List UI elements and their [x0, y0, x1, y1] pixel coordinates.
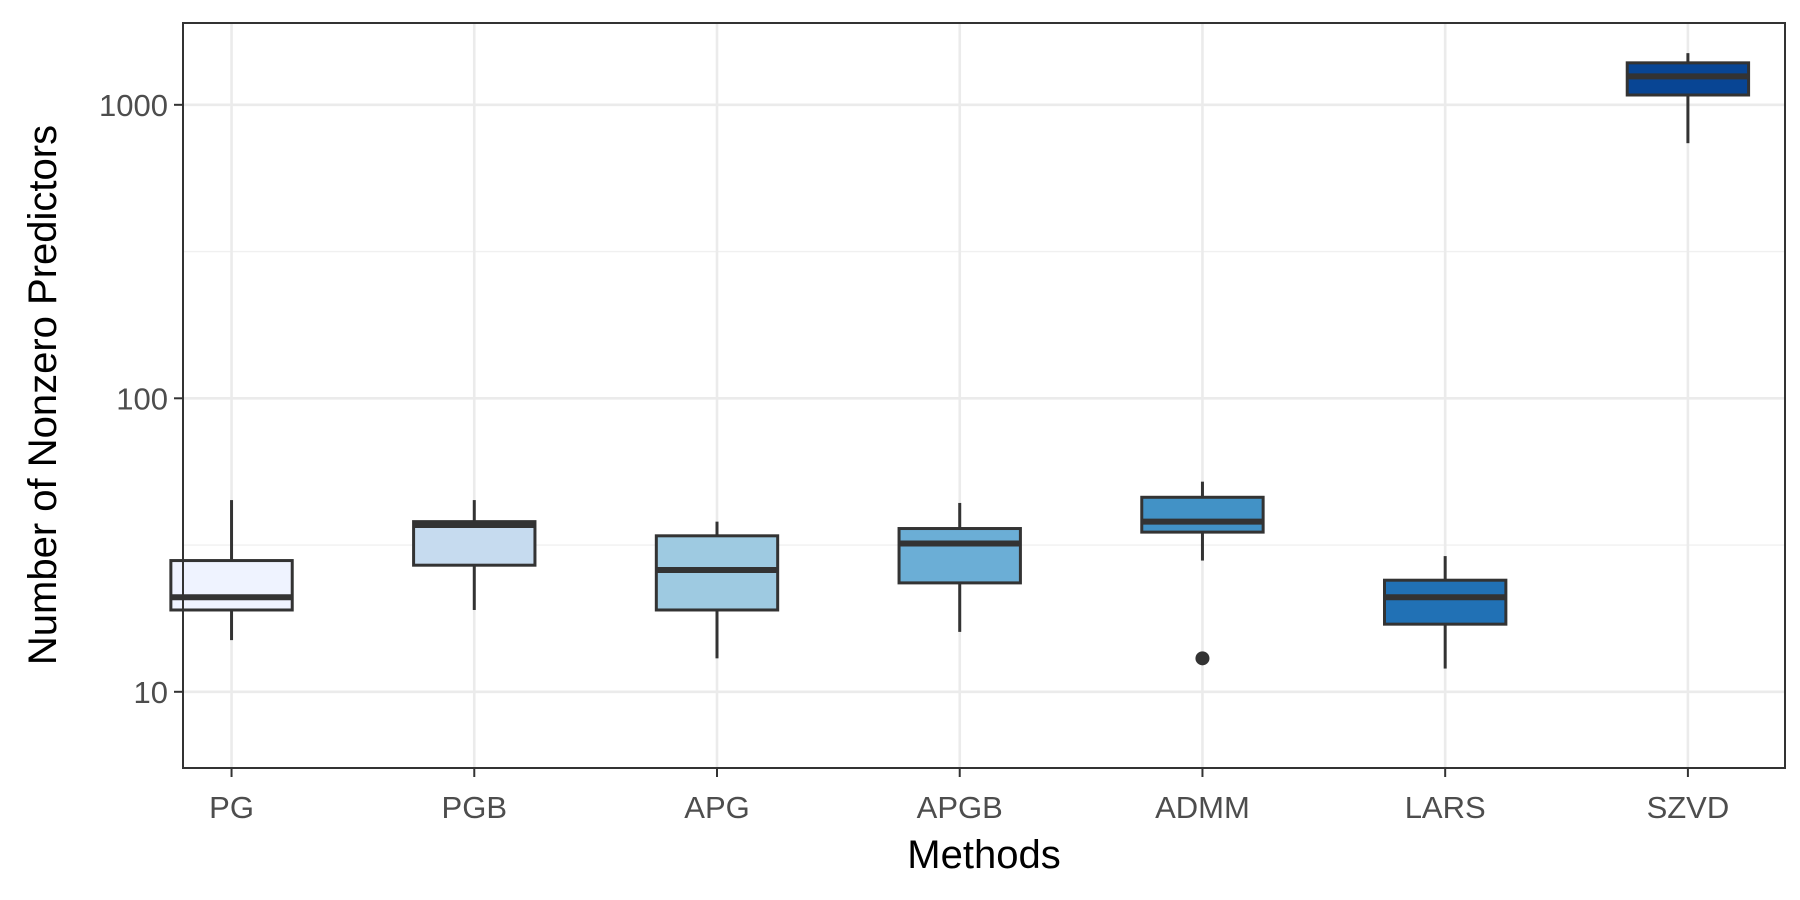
box-szvd — [1625, 53, 1751, 144]
grid-lines — [183, 23, 1785, 768]
x-axis-title: Methods — [907, 833, 1060, 877]
panel-border — [182, 22, 1786, 769]
box-lars — [1383, 556, 1508, 669]
axis-layer: 10 100 1000 PG PGB APG APGB ADMM LARS SZVD — [99, 88, 1729, 825]
box-body — [169, 559, 294, 612]
y-axis-title: Number of Nonzero Predictors — [21, 125, 65, 665]
y-tick-label: 100 — [116, 381, 168, 416]
x-tick-label: SZVD — [1647, 790, 1730, 825]
outlier-point — [1195, 651, 1210, 666]
y-tick-label: 1000 — [99, 88, 168, 123]
x-tick-label: PG — [209, 790, 254, 825]
box-pgb — [412, 500, 537, 610]
box-body — [1383, 578, 1508, 626]
x-tick-label: ADMM — [1155, 790, 1250, 825]
box-admm — [1140, 481, 1265, 666]
box-layer — [169, 53, 1751, 669]
box-apgb — [897, 502, 1022, 632]
x-tick-label: APG — [684, 790, 749, 825]
box-body — [412, 520, 537, 567]
box-body — [897, 527, 1022, 585]
box-body — [1140, 495, 1265, 534]
box-apg — [654, 521, 780, 659]
box-pg — [169, 500, 294, 641]
x-tick-label: LARS — [1405, 790, 1486, 825]
x-tick-label: APGB — [917, 790, 1003, 825]
x-tick-label: PGB — [442, 790, 507, 825]
y-tick-label: 10 — [134, 675, 168, 710]
